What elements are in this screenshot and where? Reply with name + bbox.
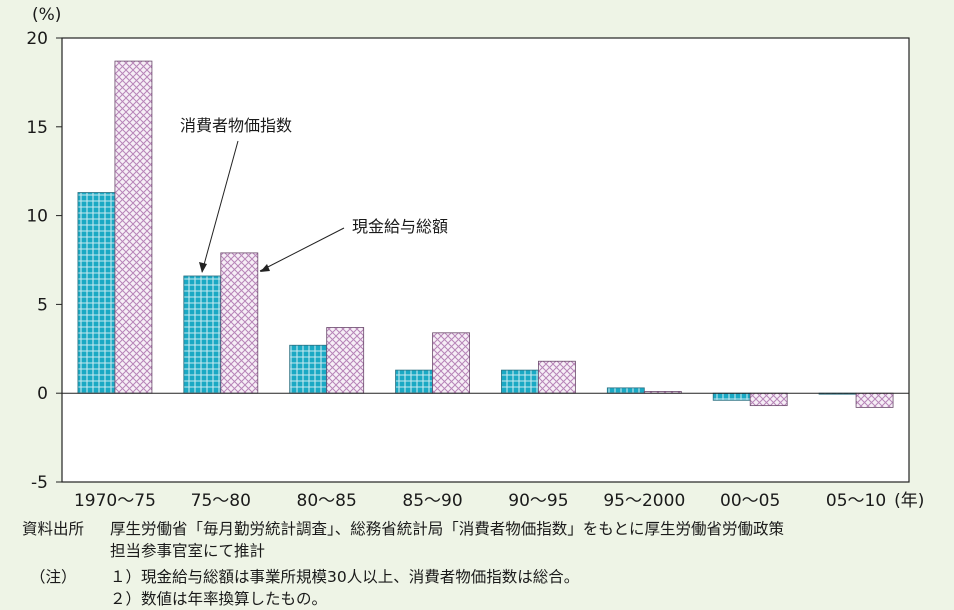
y-tick-label: 15: [26, 118, 48, 138]
annotation-wage-arrow: [259, 227, 345, 272]
bar-cpi-5: [606, 387, 645, 394]
bar-cpi-1: [183, 275, 222, 394]
x-tick-label: 00～05: [720, 491, 780, 511]
bar-wage-6: [749, 392, 788, 407]
bar-wage-0: [114, 60, 153, 394]
bar-wage-7: [855, 392, 894, 408]
bar-cpi-6: [712, 392, 751, 401]
y-tick-label: 5: [37, 295, 48, 315]
note-label: （注）: [30, 568, 77, 586]
note-1: １）現金給与総額は事業所規模30人以上、消費者物価指数は総合。: [110, 568, 580, 586]
chart: 20 15 10 5 0 -5 1970～75 75～80 80～85 85～90 90～95 95…: [26, 5, 924, 511]
y-tick-label: 10: [26, 207, 48, 227]
y-tick-label: 20: [26, 29, 48, 49]
x-unit-label: (年): [894, 491, 924, 511]
annotation-wage: 現金給与総額: [352, 217, 448, 236]
y-unit-label: (%): [32, 5, 61, 25]
y-tick-label: -5: [31, 473, 48, 493]
y-tick-label: 0: [37, 384, 48, 404]
bar-cpi-4: [501, 369, 539, 394]
bar-wage-1: [220, 252, 259, 394]
annotation-cpi-arrowhead: [199, 262, 207, 273]
bar-wage-3: [432, 332, 470, 394]
bar-cpi-2: [289, 344, 328, 394]
annotation-cpi: 消費者物価指数: [180, 116, 292, 135]
source-label: 資料出所: [22, 520, 85, 538]
x-tick-label: 85～90: [402, 491, 462, 511]
x-tick-label: 75～80: [191, 491, 251, 511]
x-tick-label: 05～10: [826, 491, 886, 511]
bar-cpi-3: [395, 369, 433, 394]
x-tick-label: 90～95: [508, 491, 568, 511]
source-line1: 厚生労働省「毎月勤労統計調査」、総務省統計局「消費者物価指数」をもとに厚生労働省…: [110, 520, 784, 538]
annotation-cpi-arrow: [201, 140, 239, 273]
source-line2: 担当参事官室にて推計: [110, 542, 266, 560]
bar-wage-4: [538, 360, 576, 394]
plot-area: [61, 37, 910, 483]
annotation-wage-arrowhead: [260, 264, 270, 272]
x-tick-label: 95～2000: [603, 491, 685, 511]
bar-wage-2: [326, 327, 365, 394]
bar-cpi-0: [77, 192, 116, 394]
x-tick-label: 80～85: [297, 491, 357, 511]
note-2: ２）数値は年率換算したもの。: [110, 590, 328, 608]
x-tick-label: 1970～75: [74, 491, 156, 511]
